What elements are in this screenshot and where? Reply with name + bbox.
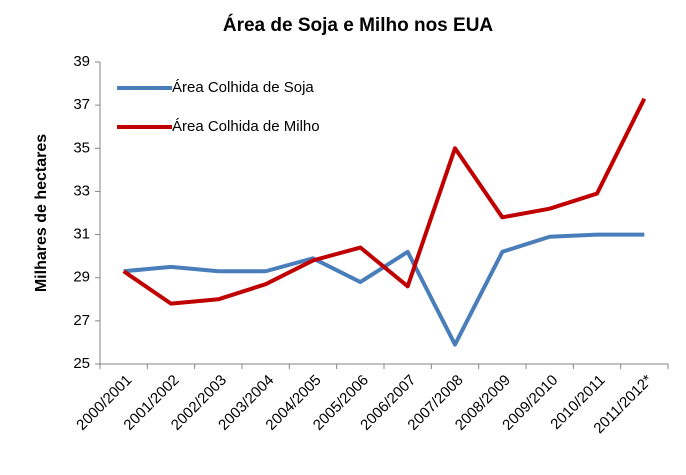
chart-title: Área de Soja e Milho nos EUA bbox=[223, 14, 494, 36]
legend-label: Área Colhida de Milho bbox=[172, 118, 320, 135]
series-line bbox=[122, 97, 647, 306]
series-line bbox=[123, 232, 645, 347]
y-tick-label: 35 bbox=[73, 139, 90, 156]
y-tick-label: 29 bbox=[73, 269, 90, 286]
y-tick-label: 33 bbox=[73, 182, 90, 199]
y-tick-label: 31 bbox=[73, 226, 90, 243]
legend-label: Área Colhida de Soja bbox=[172, 79, 314, 96]
y-axis-label: Milhares de hectares bbox=[33, 134, 50, 292]
y-tick-label: 25 bbox=[73, 355, 90, 372]
y-tick-label: 37 bbox=[73, 96, 90, 113]
y-tick-label: 39 bbox=[73, 53, 90, 70]
y-tick-label: 27 bbox=[73, 312, 90, 329]
